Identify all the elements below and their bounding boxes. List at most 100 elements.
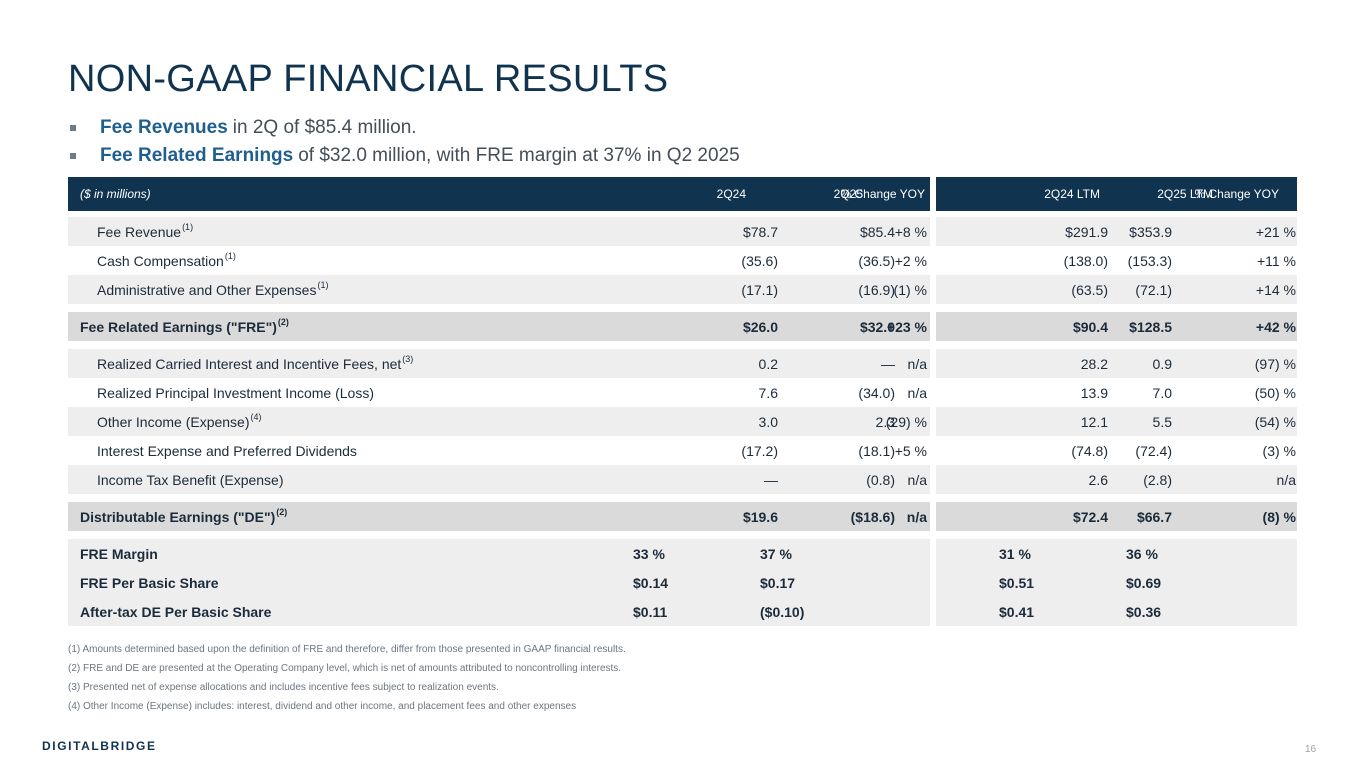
cell-2q24-ltm: 31 %: [999, 545, 1031, 562]
cell-change-yoy: (1) %: [893, 281, 927, 298]
row-label-text: FRE Per Basic Share: [80, 574, 219, 591]
cell-2q24-ltm: (138.0): [1063, 252, 1108, 269]
row-band: [936, 539, 1297, 568]
row-band: [936, 246, 1297, 275]
cell-2q24: $0.11: [633, 603, 668, 620]
footnote-ref: (2): [276, 506, 288, 517]
footnote-ref: (1): [224, 250, 236, 261]
row-band: [936, 502, 1297, 531]
cell-2q24-ltm: $0.41: [999, 603, 1035, 620]
cell-ltm-change-yoy: +14 %: [1255, 281, 1296, 298]
cell-2q25-ltm: (153.3): [1127, 252, 1172, 269]
cell-2q25-ltm: 36 %: [1126, 545, 1158, 562]
cell-2q24-ltm: $0.51: [999, 574, 1035, 591]
row-label: Realized Carried Interest and Incentive …: [68, 349, 413, 378]
cell-2q25-ltm: $128.5: [1129, 318, 1172, 335]
row-label: FRE Margin: [68, 539, 159, 568]
row-label-text: Cash Compensation: [97, 252, 224, 269]
cell-change-yoy: n/a: [907, 471, 927, 488]
summary-bullets: Fee Revenues in 2Q of $85.4 million. Fee…: [70, 114, 740, 170]
col-header-2q24: 2Q24: [716, 187, 746, 201]
row-band: [68, 217, 930, 246]
footnote-4: (4) Other Income (Expense) includes: int…: [68, 701, 577, 712]
cell-2q25-ltm: 7.0: [1152, 384, 1172, 401]
cell-2q24: $19.6: [742, 508, 778, 525]
cell-ltm-change-yoy: (3) %: [1262, 442, 1296, 459]
row-label: Fee Related Earnings ("FRE") (2): [68, 312, 289, 341]
row-band: [936, 312, 1297, 341]
row-band: [936, 465, 1297, 494]
row-band: [936, 349, 1297, 378]
row-band: [936, 217, 1297, 246]
cell-ltm-change-yoy: n/a: [1276, 471, 1296, 488]
row-label: After-tax DE Per Basic Share: [68, 597, 272, 626]
cell-ltm-change-yoy: +21 %: [1255, 223, 1296, 240]
row-band: [936, 407, 1297, 436]
cell-2q24-ltm: 28.2: [1080, 355, 1108, 372]
row-label-text: Realized Principal Investment Income (Lo…: [97, 384, 375, 401]
cell-2q25: (34.0): [858, 384, 895, 401]
cell-2q24: 0.2: [758, 355, 778, 372]
table-row-fre-margin: FRE Margin 33 % 37 % 31 % 36 %: [68, 539, 1297, 568]
cell-2q25: —: [881, 355, 895, 372]
cell-2q24: $26.0: [742, 318, 778, 335]
row-label-text: Administrative and Other Expenses: [97, 281, 317, 298]
row-band: [936, 597, 1297, 626]
cell-2q25-ltm: 5.5: [1152, 413, 1172, 430]
row-label: Distributable Earnings ("DE") (2): [68, 502, 287, 531]
footnote-ref: (1): [317, 279, 329, 290]
footnotes: (1) Amounts determined based upon the de…: [68, 640, 626, 716]
square-bullet-icon: [70, 153, 76, 159]
cell-2q25: (18.1): [858, 442, 895, 459]
row-label: Other Income (Expense) (4): [68, 407, 262, 436]
row-label: Income Tax Benefit (Expense): [68, 465, 285, 494]
cell-2q24-ltm: $72.4: [1072, 508, 1108, 525]
row-band: [936, 275, 1297, 304]
col-header-2q25: 2Q25: [833, 187, 863, 201]
cell-2q24: $78.7: [742, 223, 778, 240]
table-row-other-income: Other Income (Expense) (4) 3.0 2.3 (29) % 12.…: [68, 407, 1297, 436]
cell-2q25-ltm: $0.69: [1126, 574, 1162, 591]
cell-2q24-ltm: 2.6: [1088, 471, 1108, 488]
row-label-text: Interest Expense and Preferred Dividends: [97, 442, 357, 459]
row-band: [68, 539, 930, 568]
cell-2q24-ltm: (63.5): [1071, 281, 1108, 298]
cell-change-yoy: +8 %: [894, 223, 927, 240]
row-label: FRE Per Basic Share: [68, 568, 220, 597]
table-row-fee-related-earnings: Fee Related Earnings ("FRE") (2) $26.0 $32.…: [68, 312, 1297, 341]
footnote-2: (2) FRE and DE are presented at the Oper…: [68, 663, 622, 674]
square-bullet-icon: [70, 125, 76, 131]
row-label: Cash Compensation (1): [68, 246, 236, 275]
cell-2q25: ($18.6): [850, 508, 895, 525]
footnote-1: (1) Amounts determined based upon the de…: [68, 644, 626, 655]
cell-change-yoy: n/a: [907, 384, 927, 401]
row-label-text: FRE Margin: [80, 545, 158, 562]
cell-2q25-ltm: $353.9: [1129, 223, 1172, 240]
table-row-fee-revenue: Fee Revenue (1) $78.7 $85.4 +8 % $291.9 $353.9…: [68, 217, 1297, 246]
cell-2q25: $32.0: [859, 318, 895, 335]
cell-2q24: 3.0: [758, 413, 778, 430]
row-label: Realized Principal Investment Income (Lo…: [68, 378, 375, 407]
row-label-text: Fee Related Earnings ("FRE"): [80, 318, 277, 335]
header-band-ltm: [936, 177, 1297, 211]
row-label-text: Income Tax Benefit (Expense): [97, 471, 284, 488]
table-row-realized-principal-investment: Realized Principal Investment Income (Lo…: [68, 378, 1297, 407]
table-header: ($ in millions) 2Q24 2Q25 % Change YOY 2…: [68, 177, 1297, 211]
cell-2q24-ltm: $291.9: [1065, 223, 1108, 240]
cell-ltm-change-yoy: (97) %: [1254, 355, 1296, 372]
table-row-distributable-earnings: Distributable Earnings ("DE") (2) $19.6 ($1…: [68, 502, 1297, 531]
cell-2q25-ltm: (72.1): [1135, 281, 1172, 298]
row-band: [936, 568, 1297, 597]
cell-2q25-ltm: (72.4): [1135, 442, 1172, 459]
cell-2q24: (35.6): [741, 252, 778, 269]
cell-2q25-ltm: $66.7: [1136, 508, 1172, 525]
footnote-ref: (2): [277, 316, 289, 327]
units-label: ($ in millions): [80, 187, 151, 201]
row-band: [68, 465, 930, 494]
bullet-text: of $32.0 million, with FRE margin at 37%…: [298, 145, 740, 166]
footnote-ref: (3): [402, 353, 414, 364]
cell-ltm-change-yoy: (50) %: [1254, 384, 1296, 401]
cell-2q24: 7.6: [758, 384, 778, 401]
cell-2q24-ltm: $90.4: [1072, 318, 1108, 335]
cell-2q24: $0.14: [633, 574, 669, 591]
